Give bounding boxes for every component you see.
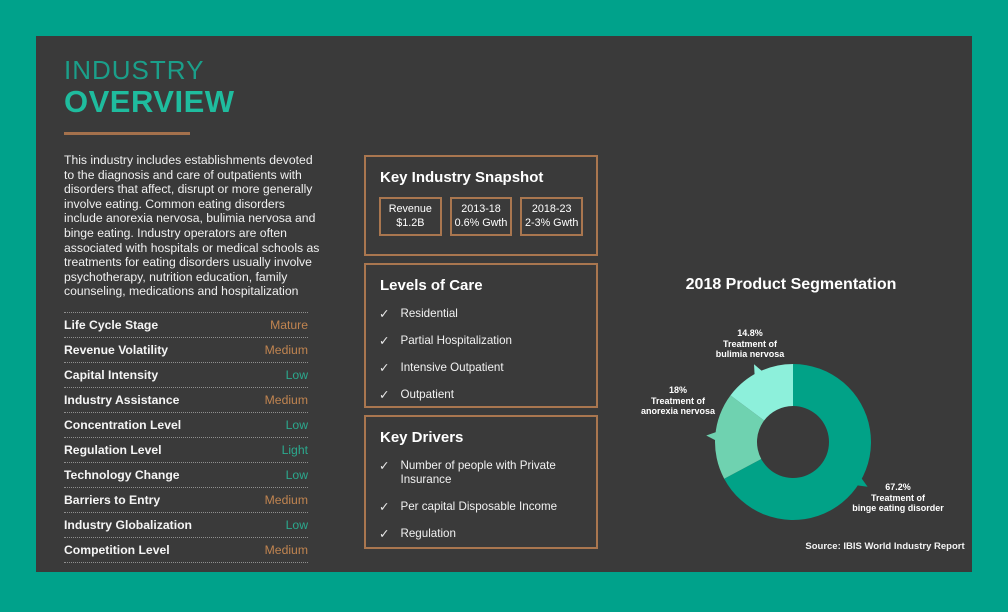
attr-label: Technology Change — [64, 468, 180, 482]
check-icon: ✓ — [379, 388, 390, 402]
callout-line: binge eating disorder — [852, 503, 944, 513]
callout-line: bulimia nervosa — [715, 349, 785, 359]
table-row: Barriers to Entry Medium — [64, 487, 308, 512]
table-row: Regulation Level Light — [64, 437, 308, 462]
attr-label: Industry Assistance — [64, 393, 180, 407]
page-title: INDUSTRY OVERVIEW — [64, 55, 235, 119]
list-item: ✓ Residential — [379, 307, 583, 321]
attr-label: Barriers to Entry — [64, 493, 161, 507]
donut-segment-1 — [715, 395, 765, 479]
key-drivers-box: Key Drivers ✓ Number of people with Priv… — [364, 415, 598, 549]
attr-value: Medium — [264, 393, 308, 407]
callout-pct: 14.8% — [737, 328, 763, 338]
page-title-line1: INDUSTRY — [64, 55, 205, 85]
attr-label: Competition Level — [64, 543, 170, 557]
table-row: Technology Change Low — [64, 462, 308, 487]
list-item: ✓ Number of people with Private Insuranc… — [379, 459, 583, 487]
donut-segment-0 — [724, 364, 872, 520]
attr-label: Concentration Level — [64, 418, 182, 432]
attr-value: Low — [285, 368, 308, 382]
table-row: Life Cycle Stage Mature — [64, 312, 308, 337]
attr-value: Mature — [270, 318, 308, 332]
key-industry-snapshot-box: Key Industry Snapshot Revenue $1.2B 2013… — [364, 155, 598, 256]
levels-of-care-box: Levels of Care ✓ Residential ✓ Partial H… — [364, 263, 598, 408]
stat-box-growth-2013-18: 2013-18 0.6% Gwth — [449, 197, 513, 236]
driver-item-label: Regulation — [400, 527, 456, 540]
donut-chart — [705, 354, 881, 530]
attr-value: Low — [285, 518, 308, 532]
slide-panel: INDUSTRY OVERVIEW This industry includes… — [36, 36, 972, 572]
list-item: ✓ Per capital Disposable Income — [379, 500, 583, 514]
table-row: Competition Level Medium — [64, 537, 308, 563]
table-row: Concentration Level Low — [64, 412, 308, 437]
list-item: ✓ Outpatient — [379, 388, 583, 402]
attr-value: Low — [285, 418, 308, 432]
segmentation-chart-title: 2018 Product Segmentation — [685, 276, 897, 293]
attr-label: Industry Globalization — [64, 518, 192, 532]
attr-value: Medium — [264, 343, 308, 357]
stat-line1: 2018-23 — [531, 203, 572, 215]
list-item: ✓ Intensive Outpatient — [379, 361, 583, 375]
driver-item-label: Number of people with Private Insurance — [400, 459, 556, 486]
driver-item-label: Per capital Disposable Income — [400, 500, 558, 513]
donut-callout-spike-0 — [854, 476, 868, 487]
industry-attributes-table: Life Cycle Stage Mature Revenue Volatili… — [64, 312, 308, 563]
key-drivers-list: ✓ Number of people with Private Insuranc… — [366, 459, 596, 541]
title-underline — [64, 132, 190, 135]
list-item: ✓ Regulation — [379, 527, 583, 541]
check-icon: ✓ — [379, 361, 390, 375]
table-row: Industry Assistance Medium — [64, 387, 308, 412]
attr-label: Regulation Level — [64, 443, 162, 457]
callout-binge-eating-disorder: 67.2% Treatment of binge eating disorder — [833, 482, 963, 514]
page-title-line2: OVERVIEW — [64, 84, 235, 119]
list-item: ✓ Partial Hospitalization — [379, 334, 583, 348]
care-item-label: Partial Hospitalization — [400, 334, 512, 347]
key-drivers-title: Key Drivers — [380, 429, 464, 446]
levels-of-care-list: ✓ Residential ✓ Partial Hospitalization … — [366, 307, 596, 402]
attr-value: Light — [281, 443, 308, 457]
source-note: Source: IBIS World Industry Report — [805, 541, 965, 552]
snapshot-stats-row: Revenue $1.2B 2013-18 0.6% Gwth 2018-23 … — [379, 197, 584, 236]
snapshot-title: Key Industry Snapshot — [380, 169, 544, 186]
callout-bulimia-nervosa: 14.8% Treatment of bulimia nervosa — [700, 328, 800, 360]
care-item-label: Intensive Outpatient — [400, 361, 504, 374]
callout-pct: 18% — [668, 385, 687, 395]
donut-svg — [706, 364, 872, 520]
stat-line1: 2013-18 — [461, 203, 501, 215]
check-icon: ✓ — [379, 307, 390, 321]
check-icon: ✓ — [379, 527, 390, 541]
table-row: Capital Intensity Low — [64, 362, 308, 387]
attr-label: Revenue Volatility — [64, 343, 169, 357]
callout-line: Treatment of — [650, 395, 705, 406]
attr-label: Life Cycle Stage — [64, 318, 159, 332]
care-item-label: Outpatient — [400, 388, 454, 401]
attr-label: Capital Intensity — [64, 368, 159, 382]
callout-line: Treatment of — [870, 492, 925, 503]
stat-line1: Revenue — [388, 203, 432, 215]
stat-box-revenue: Revenue $1.2B — [379, 197, 442, 236]
levels-of-care-title: Levels of Care — [380, 277, 483, 294]
stat-line2: 0.6% Gwth — [454, 217, 508, 229]
attr-value: Medium — [264, 543, 308, 557]
donut-callout-spike-1 — [706, 431, 719, 442]
callout-anorexia-nervosa: 18% Treatment of anorexia nervosa — [628, 385, 728, 417]
callout-line: anorexia nervosa — [640, 406, 716, 416]
table-row: Industry Globalization Low — [64, 512, 308, 537]
callout-line: Treatment of — [722, 338, 777, 349]
intro-paragraph: This industry includes establishments de… — [64, 153, 320, 299]
stat-line2: 2-3% Gwth — [524, 217, 579, 229]
check-icon: ✓ — [379, 500, 390, 514]
attr-value: Low — [285, 468, 308, 482]
table-row: Revenue Volatility Medium — [64, 337, 308, 362]
stat-line2: $1.2B — [396, 217, 425, 229]
stat-box-growth-2018-23: 2018-23 2-3% Gwth — [520, 197, 584, 236]
check-icon: ✓ — [379, 334, 390, 348]
care-item-label: Residential — [400, 307, 458, 320]
callout-pct: 67.2% — [885, 482, 911, 492]
attr-value: Medium — [264, 493, 308, 507]
donut-segment-2 — [730, 364, 793, 421]
check-icon: ✓ — [379, 459, 390, 473]
donut-callout-spike-2 — [753, 364, 765, 378]
